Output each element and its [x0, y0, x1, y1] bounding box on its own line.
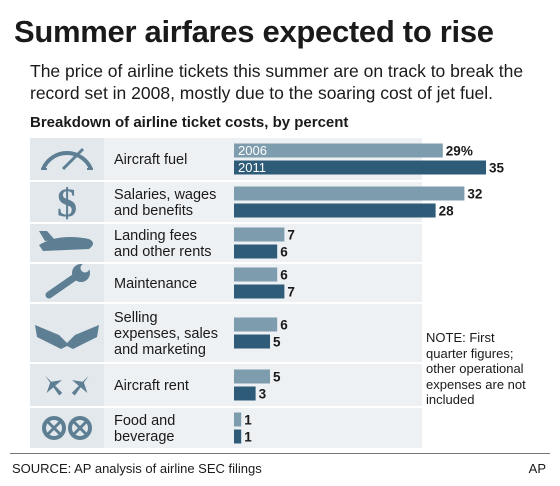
category-label: Salaries, wages and benefits: [114, 187, 216, 219]
value-label: 3: [259, 387, 267, 402]
chart-row: Selling expenses, sales and marketing 6 5: [30, 304, 422, 362]
bar-2006: [234, 369, 270, 384]
value-label: 32: [467, 187, 482, 202]
source-credit: SOURCE: AP analysis of airline SEC filin…: [12, 461, 262, 476]
category-label: Food and beverage: [114, 413, 175, 445]
bar-2006: [234, 267, 278, 282]
bar-2006: [234, 186, 465, 201]
footer-divider: [10, 453, 550, 454]
value-label: 28: [439, 204, 455, 219]
bar-2011: [234, 386, 256, 401]
legend-label-2011: 2011: [238, 160, 266, 175]
value-label: 7: [287, 285, 295, 300]
chart-subtitle: The price of airline tickets this summer…: [30, 61, 524, 103]
icon-panel: [30, 138, 104, 180]
bar-2006: [234, 412, 242, 427]
value-label: 6: [280, 268, 288, 283]
airplanes-icon: [45, 375, 89, 396]
chart-row: Food and beverage 1 1: [30, 408, 422, 448]
bar-2006: [234, 143, 443, 158]
bar-2006: [234, 227, 285, 242]
value-label: 29%: [446, 144, 473, 159]
chart-row: $ Salaries, wages and benefits 32 28: [30, 180, 482, 225]
value-label: 35: [489, 161, 505, 176]
value-label: 7: [287, 228, 295, 243]
value-label: 5: [273, 335, 281, 350]
bar-2006: [234, 317, 278, 332]
chart-row: Aircraft rent 53: [30, 364, 422, 406]
wrench-icon: [45, 263, 90, 299]
category-label: Selling expenses, sales and marketing: [114, 310, 218, 358]
bar-2011: [234, 429, 242, 444]
chart-heading: Breakdown of airline ticket costs, by pe…: [30, 114, 349, 131]
bar-2011: [234, 334, 270, 349]
category-label: Maintenance: [114, 276, 197, 292]
airplane-icon: [39, 231, 93, 251]
pretzel-icon: [42, 416, 92, 440]
bar-2011: [234, 160, 486, 175]
agency-credit: AP: [528, 461, 546, 476]
value-label: 5: [273, 370, 281, 385]
svg-text:$: $: [57, 180, 77, 225]
fuel-gauge-icon: [41, 147, 93, 171]
value-label: 1: [244, 430, 252, 445]
chart-row: Maintenance 6 7: [30, 263, 422, 302]
value-label: 6: [280, 318, 288, 333]
icon-panel: [30, 182, 104, 222]
handshake-icon: [35, 325, 99, 349]
chart-row: Landing fees and other rents 7 6: [30, 224, 422, 262]
chart-row: Aircraft fuel 29% 2006 35 2011: [30, 138, 505, 180]
icon-panel: [30, 408, 104, 448]
icon-panel: [30, 364, 104, 406]
bar-2011: [234, 244, 278, 259]
dollar-sign-icon: $: [57, 180, 77, 225]
footnote: NOTE: First quarter figures; other opera…: [426, 330, 526, 407]
bar-2011: [234, 284, 285, 299]
value-label: 1: [244, 413, 252, 428]
bar-2011: [234, 203, 436, 218]
category-label: Aircraft rent: [114, 378, 189, 394]
chart-title: Summer airfares expected to rise: [14, 14, 494, 49]
category-label: Aircraft fuel: [114, 152, 187, 168]
category-label: Landing fees and other rents: [114, 228, 212, 260]
value-label: 6: [280, 245, 288, 260]
legend-label-2006: 2006: [238, 143, 267, 158]
